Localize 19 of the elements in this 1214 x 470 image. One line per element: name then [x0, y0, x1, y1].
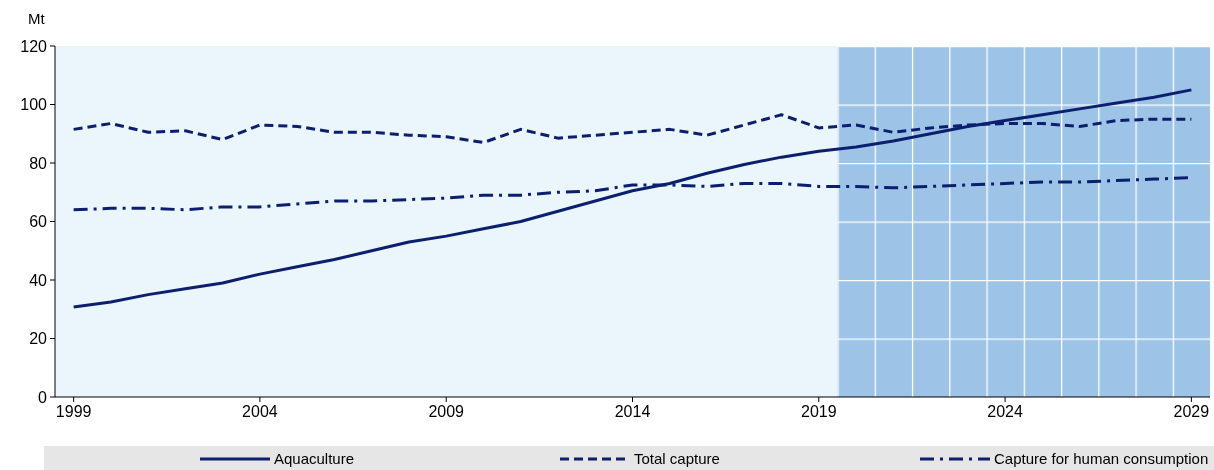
x-tick-label: 2014 — [614, 403, 651, 420]
y-tick-label: 80 — [29, 154, 48, 172]
y-tick-label: 0 — [38, 388, 48, 406]
x-tick-label: 2024 — [987, 403, 1023, 420]
y-tick-label: 100 — [20, 96, 48, 114]
line-series — [72, 88, 1193, 309]
legend-label: Capture for human consumption — [994, 450, 1209, 468]
y-tick-label: 40 — [29, 271, 48, 289]
y-tick-label: 60 — [29, 213, 48, 231]
x-tick-label: 2004 — [242, 403, 278, 420]
y-tick-label: 120 — [20, 37, 48, 55]
x-tick-label: 2019 — [800, 403, 837, 420]
x-tick-label: 2009 — [428, 403, 465, 420]
legend-label: Total capture — [634, 450, 720, 468]
y-tick-label: 20 — [29, 330, 48, 348]
x-tick-label: 2029 — [1173, 403, 1210, 420]
legend-label: Aquaculture — [274, 450, 355, 468]
y-axis-title: Mt — [28, 10, 46, 27]
x-tick-label: 1999 — [55, 403, 92, 420]
